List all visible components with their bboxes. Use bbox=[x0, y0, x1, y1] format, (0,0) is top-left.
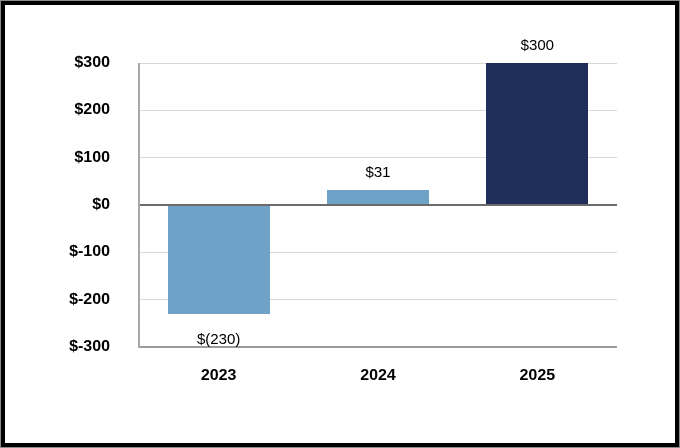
y-axis-line bbox=[138, 63, 140, 348]
zero-line bbox=[139, 204, 617, 206]
bar-2024 bbox=[327, 190, 429, 205]
x-tick-label: 2023 bbox=[200, 367, 237, 384]
y-tick-label: $300 bbox=[74, 54, 110, 71]
y-tick-label: $-200 bbox=[69, 290, 110, 308]
x-tick-label: 2025 bbox=[519, 367, 556, 384]
gridline bbox=[139, 251, 617, 253]
bar-2023 bbox=[167, 205, 270, 314]
x-tick-label: 2024 bbox=[360, 367, 396, 384]
y-tick-label: $-300 bbox=[69, 338, 110, 355]
y-tick-label: $100 bbox=[74, 148, 110, 166]
y-tick-label: $0 bbox=[92, 196, 110, 213]
y-tick-label: $-100 bbox=[69, 243, 110, 261]
bar-value-label: $(230) bbox=[196, 330, 241, 348]
bar-value-label: $31 bbox=[365, 164, 391, 182]
bar-value-label: $300 bbox=[520, 37, 555, 54]
gridline bbox=[139, 157, 617, 159]
gridline bbox=[139, 62, 617, 64]
gridline bbox=[139, 299, 617, 301]
y-tick-label: $200 bbox=[74, 101, 110, 119]
gridline bbox=[139, 109, 617, 111]
x-axis-line bbox=[139, 346, 617, 348]
bar-2025 bbox=[486, 63, 589, 205]
